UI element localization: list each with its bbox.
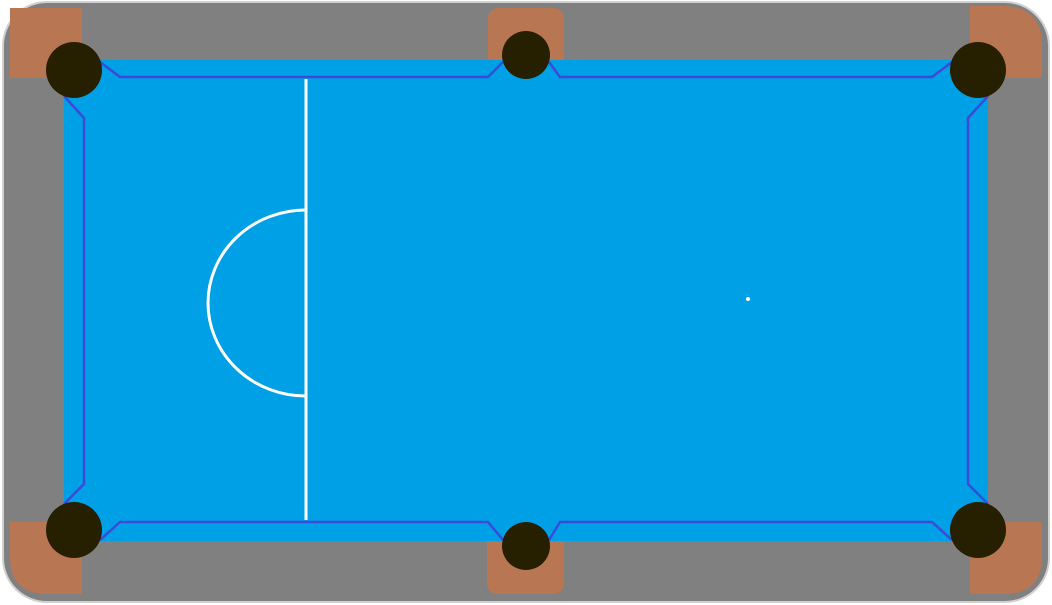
pocket-bottom-left xyxy=(46,502,102,558)
pocket-top-left xyxy=(46,42,102,98)
pocket-top-right xyxy=(950,42,1006,98)
table-cloth[interactable] xyxy=(64,60,988,541)
pocket-bottom-right xyxy=(950,502,1006,558)
pocket-top-middle xyxy=(502,31,550,79)
spot-marker xyxy=(746,297,750,301)
pocket-bottom-middle xyxy=(502,522,550,570)
cushion-line xyxy=(63,61,989,541)
d-semicircle xyxy=(206,208,307,398)
